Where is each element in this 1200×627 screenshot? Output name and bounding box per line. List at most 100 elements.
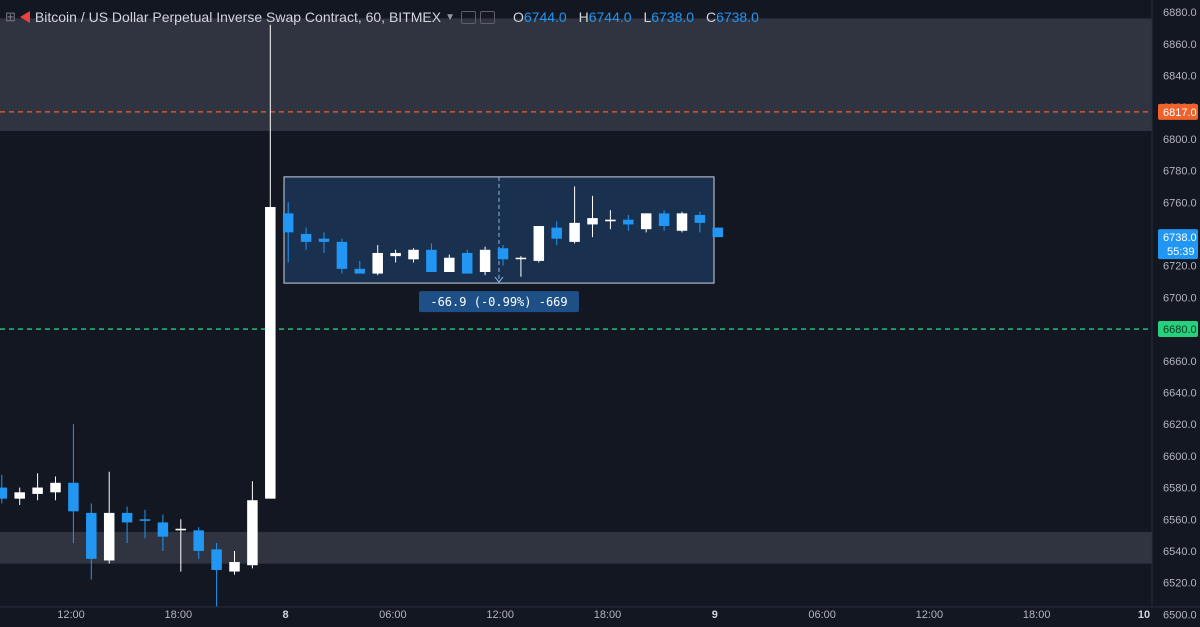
dropdown-caret-icon[interactable]: ▼ xyxy=(445,11,455,23)
ohlc-readout: O6744.0 H6744.0 L6738.0 C6738.0 xyxy=(505,9,759,25)
candle-body-21 xyxy=(372,252,383,274)
price-line-badge-1 xyxy=(1158,321,1198,338)
candle-body-14 xyxy=(247,500,258,566)
ohlc-open-key: O xyxy=(512,9,524,25)
time-tick-label-10: 10 xyxy=(1138,609,1150,621)
ohlc-high-key: H xyxy=(578,9,589,25)
price-tick-label-17: 6840.0 xyxy=(1163,70,1197,82)
candle-body-15 xyxy=(265,207,276,499)
ohlc-low-value: 6738.0 xyxy=(651,9,695,25)
price-tick-label-3: 6560.0 xyxy=(1163,514,1197,526)
measure-label: -66.9 (-0.99%) -669 xyxy=(430,295,567,309)
price-zone-1 xyxy=(0,531,1152,564)
price-tick-label-10: 6700.0 xyxy=(1163,292,1197,304)
price-line-badge-label-0: 6817.0 xyxy=(1163,107,1197,119)
price-tick-label-19: 6880.0 xyxy=(1163,7,1197,19)
candle-body-30 xyxy=(533,226,545,261)
candle-body-20 xyxy=(354,268,366,274)
price-zone-0 xyxy=(0,18,1152,131)
price-tick-label-15: 6800.0 xyxy=(1163,134,1197,146)
price-tick-label-6: 6620.0 xyxy=(1163,419,1197,431)
candle-body-16 xyxy=(282,213,294,233)
candle-body-33 xyxy=(587,218,598,225)
price-tick-label-11: 6720.0 xyxy=(1163,261,1197,273)
time-tick-label-2: 8 xyxy=(283,609,289,621)
time-tick-label-7: 06:00 xyxy=(808,609,836,621)
time-tick-label-5: 18:00 xyxy=(594,609,622,621)
candle-body-4 xyxy=(68,482,79,512)
candle-body-7 xyxy=(121,512,133,523)
candle-body-9 xyxy=(157,522,169,537)
visibility-icon[interactable] xyxy=(460,10,476,24)
price-tick-label-0: 6500.0 xyxy=(1163,609,1197,621)
candle-body-18 xyxy=(318,238,330,242)
candle-body-19 xyxy=(336,241,348,269)
candle-body-34 xyxy=(605,219,616,222)
time-tick-label-4: 12:00 xyxy=(486,609,514,621)
bitmex-logo-icon xyxy=(19,11,30,23)
bar-countdown-label: 55:39 xyxy=(1167,246,1195,258)
price-line-badge-label-1: 6680.0 xyxy=(1163,324,1197,336)
candle-body-11 xyxy=(193,530,204,551)
settings-icon[interactable] xyxy=(479,10,495,24)
candle-body-36 xyxy=(640,213,652,230)
time-tick-label-6: 9 xyxy=(712,609,718,621)
time-tick-label-8: 12:00 xyxy=(916,609,944,621)
candle-body-31 xyxy=(551,227,562,239)
candle-body-38 xyxy=(676,213,688,231)
ohlc-low-key: L xyxy=(643,9,652,25)
candle-body-24 xyxy=(426,249,437,272)
candle-body-6 xyxy=(103,512,115,561)
candle-body-37 xyxy=(658,213,670,227)
ohlc-open-value: 6744.0 xyxy=(523,9,567,25)
candle-body-12 xyxy=(211,549,222,570)
candle-body-25 xyxy=(444,257,455,272)
candle-body-2 xyxy=(32,487,43,494)
price-tick-label-14: 6780.0 xyxy=(1163,166,1197,178)
ohlc-high-value: 6744.0 xyxy=(588,9,632,25)
price-tick-label-2: 6540.0 xyxy=(1163,546,1197,558)
candle-body-23 xyxy=(408,249,419,260)
price-tick-label-7: 6640.0 xyxy=(1163,387,1197,399)
price-tick-label-4: 6580.0 xyxy=(1163,483,1197,495)
symbol-title[interactable]: Bitcoin / US Dollar Perpetual Inverse Sw… xyxy=(34,9,442,25)
candle-body-27 xyxy=(479,249,491,272)
price-tick-label-1: 6520.0 xyxy=(1163,578,1197,590)
time-tick-label-1: 18:00 xyxy=(165,609,193,621)
candle-body-22 xyxy=(390,252,401,257)
price-tick-label-5: 6600.0 xyxy=(1163,451,1197,463)
price-axis-background xyxy=(1152,0,1200,627)
candle-body-32 xyxy=(569,222,580,242)
candle-body-13 xyxy=(229,562,240,572)
time-tick-label-0: 12:00 xyxy=(57,609,85,621)
time-tick-label-9: 18:00 xyxy=(1023,609,1051,621)
price-line-badge-0 xyxy=(1158,103,1198,120)
ohlc-close-value: 6738.0 xyxy=(716,9,759,25)
last-price-label: 6738.0 xyxy=(1163,232,1197,244)
candle-body-26 xyxy=(461,252,473,274)
candle-body-0 xyxy=(0,487,8,499)
candle-body-1 xyxy=(14,492,25,499)
time-tick-label-3: 06:00 xyxy=(379,609,407,621)
candle-body-29 xyxy=(515,257,527,260)
chart-header: ⊞ Bitcoin / US Dollar Perpetual Inverse … xyxy=(0,0,1160,34)
candle-body-40 xyxy=(712,227,724,238)
candle-body-35 xyxy=(623,219,634,225)
price-tick-label-13: 6760.0 xyxy=(1163,197,1197,209)
candle-body-39 xyxy=(694,214,706,223)
candle-body-17 xyxy=(300,233,312,242)
price-tick-label-18: 6860.0 xyxy=(1163,39,1197,51)
candle-body-10 xyxy=(175,528,187,531)
candle-body-3 xyxy=(50,482,61,493)
crosshair-icon[interactable]: ⊞ xyxy=(5,9,16,24)
measure-arrow-icon xyxy=(494,276,504,283)
candle-body-28 xyxy=(497,248,509,260)
price-tick-label-8: 6660.0 xyxy=(1163,356,1197,368)
measure-label-box xyxy=(419,291,579,313)
last-price-badge xyxy=(1158,229,1198,260)
ohlc-close-key: C xyxy=(705,9,717,25)
candle-body-8 xyxy=(139,519,151,521)
candle-body-5 xyxy=(86,512,97,559)
